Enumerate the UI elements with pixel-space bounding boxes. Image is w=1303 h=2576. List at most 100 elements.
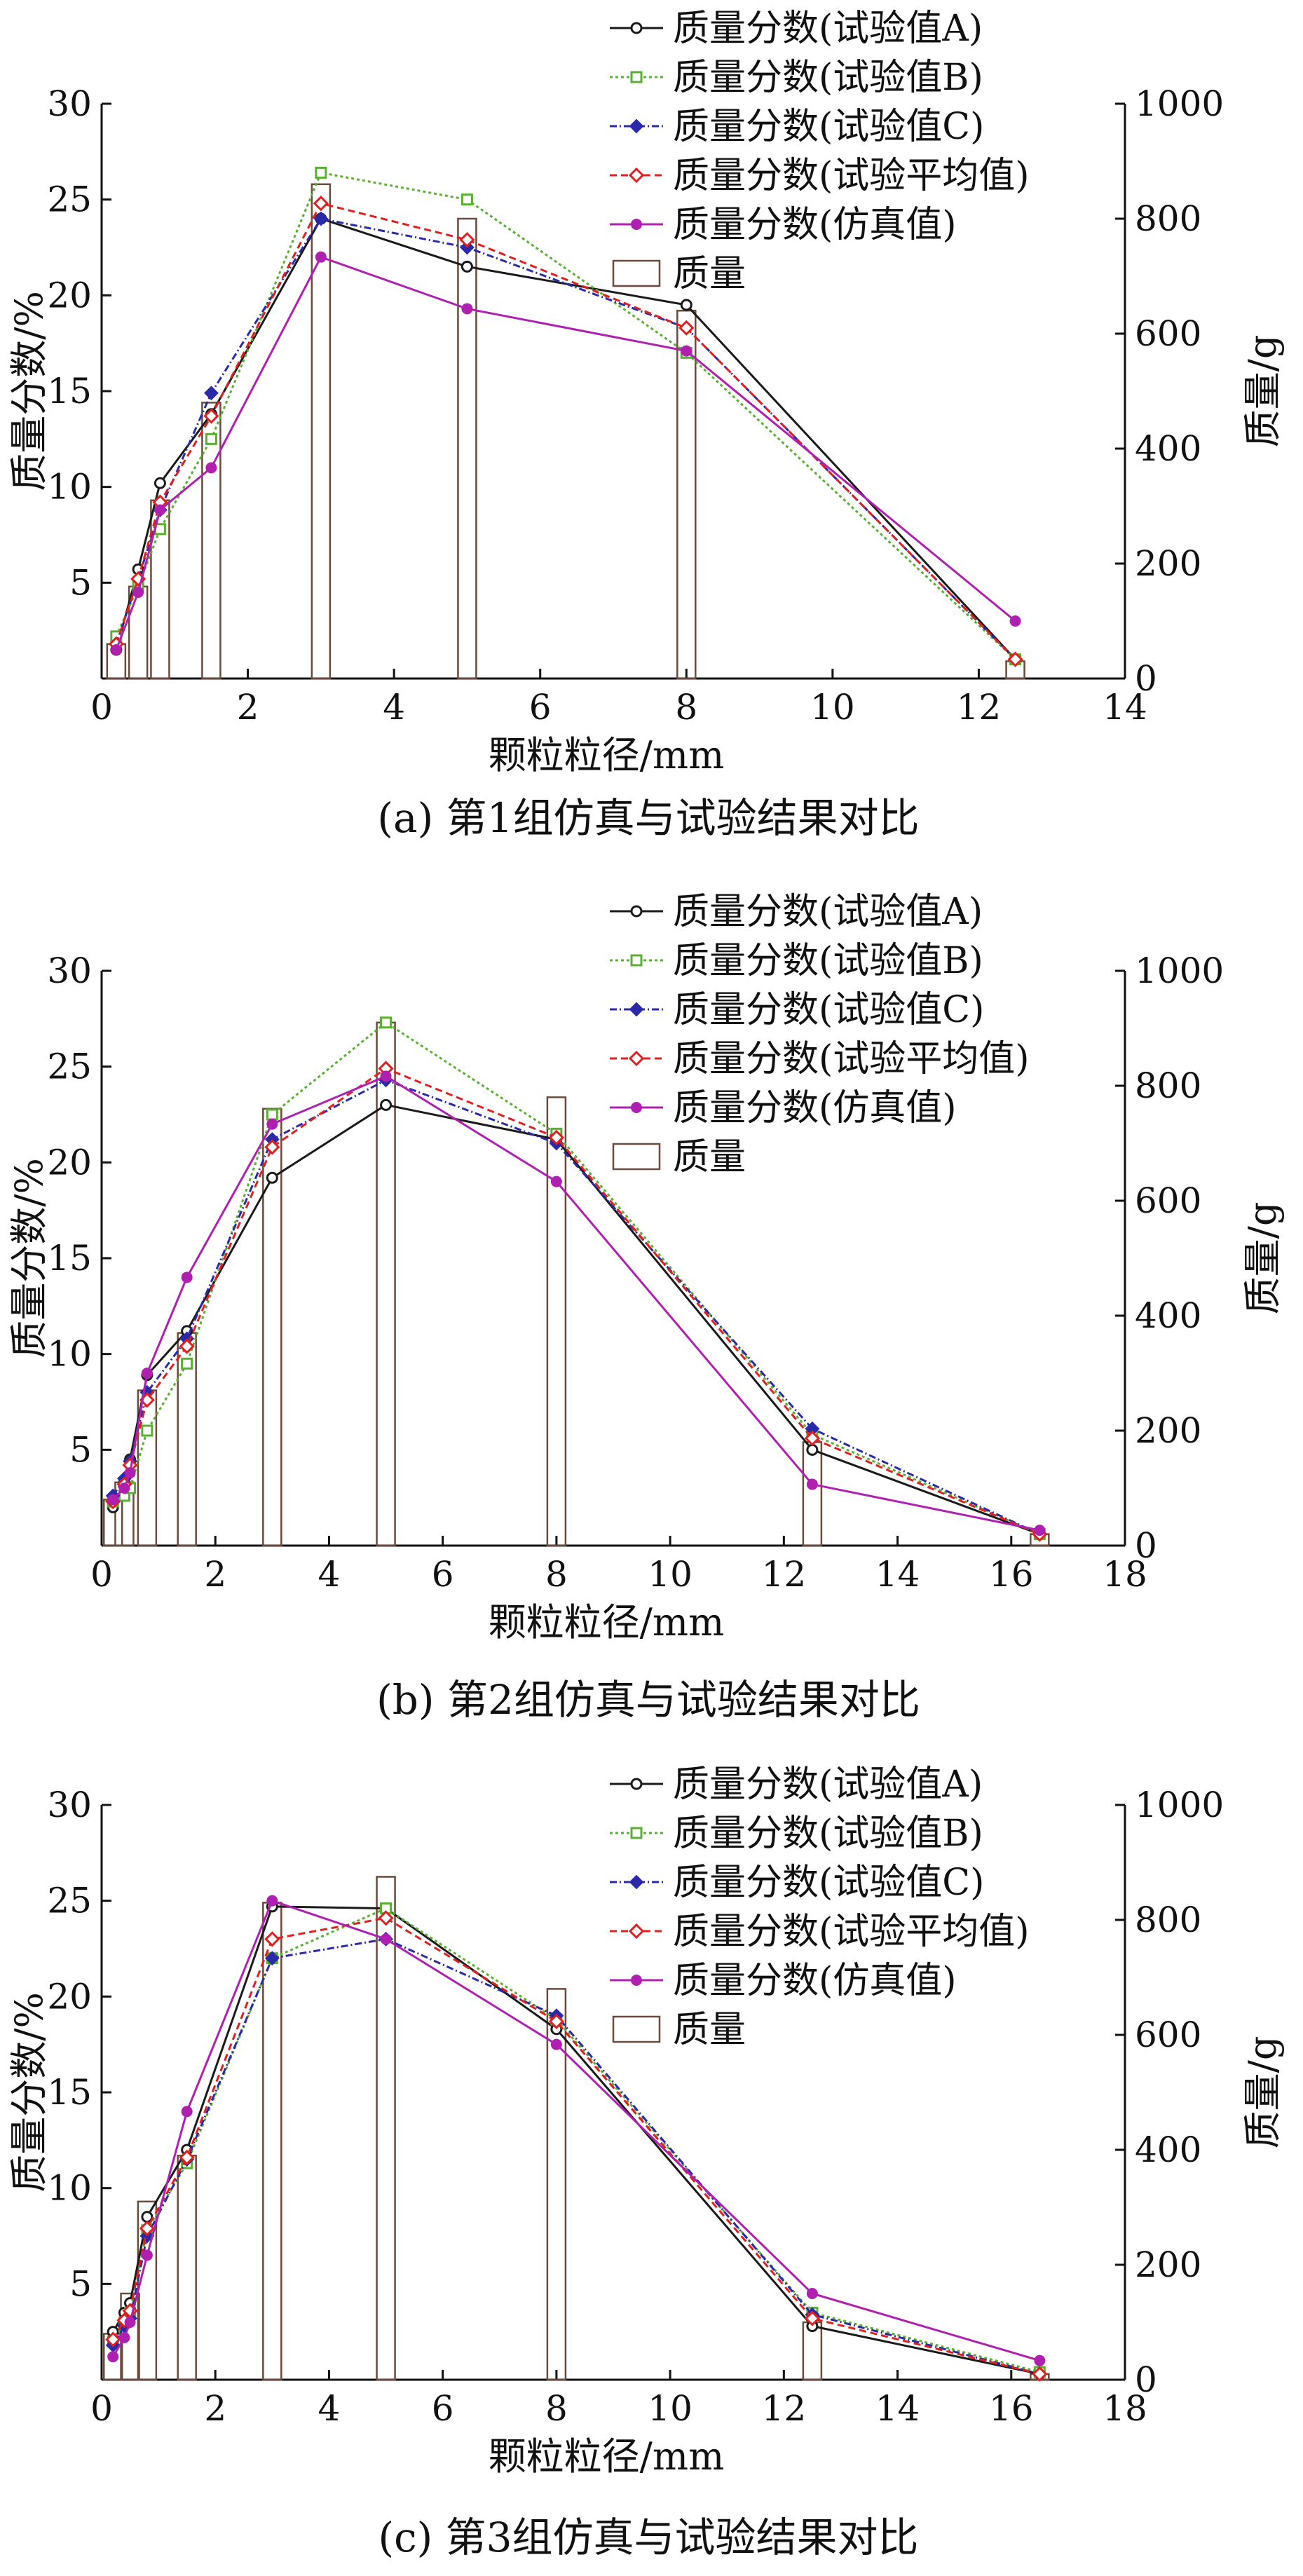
x-tick-label: 0 [90,687,113,728]
x-tick-label: 4 [318,1554,341,1595]
y-tick-label: 15 [47,371,92,411]
y2-axis-title: 质量/g [1241,335,1285,448]
x-tick-label: 10 [810,687,855,728]
series-point-1 [380,1098,393,1111]
mass-bar [676,309,697,680]
y2-tick-label: 200 [1135,543,1201,584]
x-tick-label: 18 [1103,1554,1147,1595]
series-point-4 [179,1338,195,1354]
legend-label: 质量分数(试验平均值) [673,1911,1030,1953]
legend-swatch [612,1143,661,1171]
x-tick-label: 6 [529,687,552,728]
y2-tick-label: 200 [1135,2244,1201,2285]
series-point-5 [181,1272,193,1283]
legend-label: 质量分数(试验值B) [673,57,983,99]
series-point-5 [806,1478,818,1490]
series-point-2 [380,1016,393,1029]
y-tick-label: 20 [47,275,92,315]
x-tick-label: 2 [237,687,259,728]
series-point-4 [1032,2366,1048,2382]
mass-bar [177,2154,197,2381]
x-tick-label: 6 [432,1554,454,1595]
series-point-2 [141,1424,154,1437]
series-point-5 [154,504,166,516]
series-point-5 [266,1895,278,1907]
series-point-5 [315,251,327,263]
y2-tick-label: 1000 [1135,83,1224,124]
series-line-5 [115,255,1016,650]
y2-tick-label: 800 [1135,198,1201,239]
legend-marker [631,1975,642,1986]
legend-label: 质量分数(试验值A) [673,891,983,933]
series-point-4 [459,231,475,248]
legend-marker [628,167,645,184]
chart-panel-1: 0 2 4 6 8 10 12 14 5 10 15 20 25 30 0 200 400 600 800 1000 颗… [7,8,1285,842]
mass-bar [311,183,332,680]
y2-tick-label: 600 [1135,2015,1201,2055]
series-point-4 [264,1931,280,1947]
x-tick-label: 8 [675,687,697,728]
legend-marker [629,118,644,134]
series-point-5 [380,1070,392,1082]
mass-bar [457,217,477,680]
series-point-5 [141,2249,153,2261]
series-point-4 [378,1910,394,1926]
series-point-4 [1007,651,1023,667]
series-point-4 [678,320,695,336]
series-point-5 [266,1118,278,1130]
mass-bar [802,1441,823,1547]
legend: 质量分数(试验值A) 质量分数(试验值B) 质量分数(试验值C) 质量分数(试验平均值… [610,891,1030,1178]
series-line-3 [111,1079,1040,1535]
y2-tick-label: 800 [1135,1065,1201,1106]
series-point-2 [315,166,327,179]
y-tick-label: 15 [47,2072,92,2113]
y2-tick-label: 1000 [1135,1785,1224,1825]
y2-tick-label: 600 [1135,313,1201,354]
series-point-2 [205,432,217,445]
series-point-4 [804,2310,821,2326]
series-point-5 [110,644,122,655]
series-point-5 [461,303,473,315]
series-point-5 [380,1933,392,1945]
series-point-3 [264,1951,280,1966]
legend-marker [630,1827,643,1839]
series-point-5 [1034,1525,1046,1536]
legend-marker [628,1050,645,1067]
series-point-5 [132,587,144,598]
y-axis-title: 质量分数/% [7,1992,51,2193]
series-line-4 [111,1067,1040,1535]
legend-label: 质量分数(试验值B) [673,940,983,982]
series-point-4 [264,1139,280,1155]
legend-swatch [612,2015,661,2043]
series-point-5 [806,2288,818,2299]
y-tick-label: 30 [47,1785,92,1825]
series-point-5 [124,2317,136,2328]
y-tick-label: 10 [47,467,92,507]
mass-bar [546,1096,567,1547]
series-point-5 [205,462,217,474]
series-point-4 [203,408,219,424]
legend-marker [631,219,642,230]
x-tick-label: 10 [648,1554,693,1595]
legend-label: 质量 [673,2009,746,2051]
y-tick-label: 20 [47,1142,92,1183]
series-point-5 [107,1494,119,1506]
y-tick-label: 30 [47,83,92,124]
y2-tick-label: 1000 [1135,950,1224,991]
legend-label: 质量 [673,1136,746,1178]
x-tick-label: 0 [90,2388,113,2429]
x-tick-label: 14 [875,2388,920,2429]
series-point-3 [204,386,219,401]
y2-tick-label: 0 [1135,1525,1157,1566]
y-axis-title: 质量分数/% [7,1158,51,1358]
series-point-1 [266,1171,278,1184]
x-tick-label: 2 [204,2388,226,2429]
y-tick-label: 5 [69,562,92,603]
legend: 质量分数(试验值A) 质量分数(试验值B) 质量分数(试验值C) 质量分数(试验平均值… [610,8,1030,295]
legend-marker [630,22,643,34]
y2-tick-label: 400 [1135,2129,1201,2170]
x-tick-label: 8 [545,1554,568,1595]
legend-label: 质量分数(试验值C) [673,106,984,148]
x-tick-label: 4 [318,2388,341,2429]
x-tick-label: 0 [90,1554,113,1595]
